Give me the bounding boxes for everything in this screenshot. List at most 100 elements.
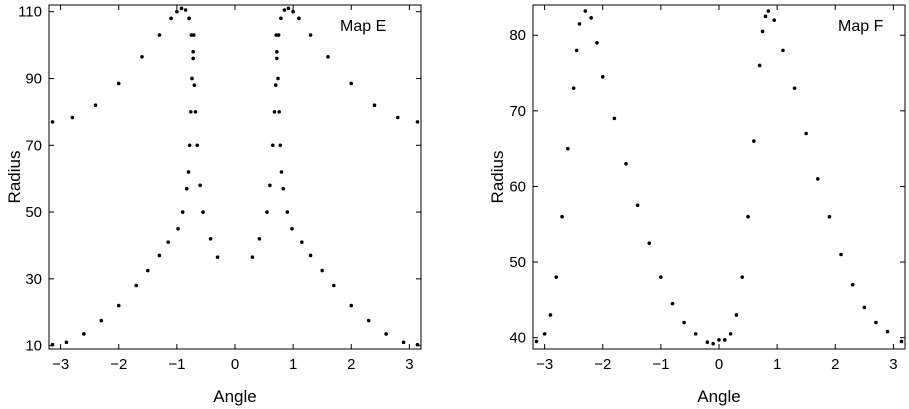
data-point	[372, 103, 377, 107]
data-point	[93, 103, 98, 107]
data-point	[279, 170, 284, 174]
y-tick-label: 90	[25, 70, 42, 87]
data-point	[257, 236, 262, 241]
data-point	[50, 120, 55, 124]
data-point	[184, 186, 189, 191]
data-point	[268, 183, 272, 188]
x-tick-label: −3	[52, 356, 69, 373]
data-point	[297, 16, 301, 21]
y-tick-label: 50	[509, 254, 526, 271]
data-point	[717, 338, 721, 342]
data-point	[320, 268, 324, 273]
x-tick-label: 2	[831, 356, 839, 373]
map-e-panel: −3 −2 −1 0 1 2 3 10 30 50 70 90 110 Map E Angle Rad…	[5, 4, 422, 406]
data-point	[728, 332, 733, 336]
data-point	[574, 48, 579, 53]
map-f-y-axis-label: Radius	[488, 151, 507, 204]
data-point	[273, 83, 278, 87]
map-f-label: Map F	[838, 18, 884, 35]
data-point	[804, 131, 808, 136]
data-point	[290, 226, 294, 231]
x-tick-label: −2	[594, 356, 611, 373]
map-f-points	[534, 9, 904, 346]
data-point	[595, 41, 599, 45]
data-point	[740, 275, 745, 279]
data-point	[659, 275, 663, 279]
data-point	[250, 255, 255, 259]
data-point	[187, 143, 192, 148]
map-f-frame	[532, 4, 906, 350]
data-point	[281, 186, 286, 191]
x-tick-label: 1	[773, 356, 781, 373]
data-point	[401, 340, 406, 345]
y-tick-label: 50	[25, 204, 42, 221]
data-point	[862, 305, 867, 310]
data-point	[534, 339, 539, 344]
data-point	[193, 110, 198, 114]
data-point	[772, 18, 777, 22]
y-tick-label: 70	[25, 137, 42, 154]
data-point	[286, 6, 291, 11]
data-point	[274, 33, 279, 37]
data-point	[190, 76, 194, 81]
x-tick-label: −1	[652, 356, 669, 373]
x-tick-label: −1	[168, 356, 185, 373]
map-f-x-axis-label: Angle	[697, 387, 740, 406]
map-e-y-tick-labels: 10 30 50 70 90 110	[18, 4, 42, 355]
data-point	[752, 139, 756, 143]
data-point	[899, 339, 904, 344]
data-point	[82, 332, 86, 336]
data-point	[183, 8, 188, 12]
data-point	[189, 110, 193, 114]
data-point	[201, 210, 205, 214]
data-point	[624, 161, 628, 166]
data-point	[885, 329, 890, 334]
y-tick-label: 30	[25, 271, 42, 288]
data-point	[169, 16, 173, 21]
data-point	[612, 116, 617, 121]
data-point	[192, 83, 197, 87]
data-point	[670, 301, 675, 306]
data-point	[282, 8, 287, 12]
data-point	[554, 275, 559, 279]
x-tick-label: −3	[536, 356, 553, 373]
data-point	[763, 14, 768, 19]
data-point	[839, 252, 843, 257]
map-e-label: Map E	[340, 18, 386, 35]
x-tick-label: 3	[889, 356, 897, 373]
data-point	[415, 120, 420, 124]
data-point	[175, 9, 179, 14]
data-point	[116, 303, 121, 308]
data-point	[571, 86, 576, 90]
data-point	[816, 177, 820, 181]
data-point	[746, 214, 750, 219]
data-point	[278, 143, 283, 148]
data-point	[349, 303, 354, 308]
data-point	[589, 16, 593, 20]
data-point	[276, 76, 280, 81]
x-tick-label: −2	[110, 356, 127, 373]
data-point	[366, 318, 371, 323]
data-point	[64, 340, 69, 345]
data-point	[635, 203, 640, 208]
x-tick-label: 1	[289, 356, 297, 373]
data-point	[270, 143, 275, 148]
data-point	[140, 54, 144, 59]
data-point	[850, 282, 855, 287]
x-tick-label: 3	[405, 356, 413, 373]
data-point	[275, 49, 279, 54]
data-point	[166, 240, 170, 244]
x-tick-label: 2	[347, 356, 355, 373]
data-point	[176, 226, 180, 231]
y-tick-label: 110	[18, 4, 42, 21]
data-point	[583, 9, 588, 13]
data-point	[542, 332, 547, 336]
y-tick-label: 70	[509, 103, 526, 120]
data-point	[191, 49, 195, 54]
data-point	[384, 332, 388, 336]
data-point	[308, 253, 313, 258]
data-point	[277, 110, 281, 114]
data-point	[116, 81, 121, 86]
data-point	[757, 63, 762, 68]
